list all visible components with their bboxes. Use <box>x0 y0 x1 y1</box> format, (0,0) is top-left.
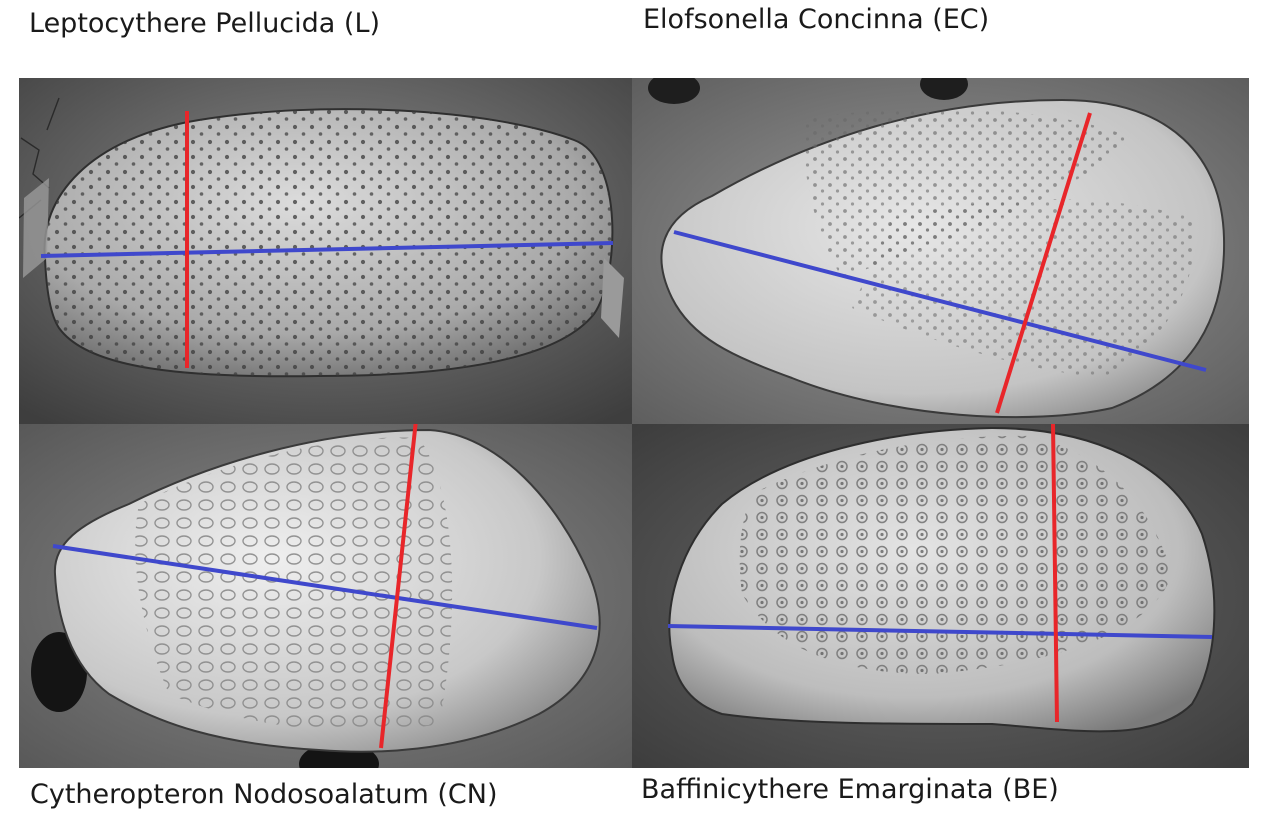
sem-image-elofsonella <box>632 78 1249 424</box>
caption-baffinicythere-emarginata: Baffinicythere Emarginata (BE) <box>641 774 1059 805</box>
caption-elofsonella-concinna: Elofsonella Concinna (EC) <box>643 4 990 35</box>
height-measurement-line <box>1051 424 1059 723</box>
height-measurement-line <box>379 424 418 749</box>
caption-cytheropteron-nodosoalatum: Cytheropteron Nodosoalatum (CN) <box>30 779 498 810</box>
length-measurement-line <box>667 624 1213 639</box>
height-measurement-line <box>995 112 1092 414</box>
sem-image-cytheropteron <box>19 424 632 768</box>
length-measurement-line <box>40 241 614 258</box>
panel-cytheropteron-nodosoalatum <box>19 424 632 768</box>
length-measurement-line <box>673 230 1207 372</box>
length-measurement-line <box>52 544 598 630</box>
sem-image-leptocythere <box>19 78 632 424</box>
panel-leptocythere-pellucida <box>19 78 632 424</box>
caption-leptocythere-pellucida: Leptocythere Pellucida (L) <box>29 8 381 39</box>
sem-image-baffinicythere <box>632 424 1249 768</box>
panel-baffinicythere-emarginata <box>632 424 1249 768</box>
panel-elofsonella-concinna <box>632 78 1249 424</box>
